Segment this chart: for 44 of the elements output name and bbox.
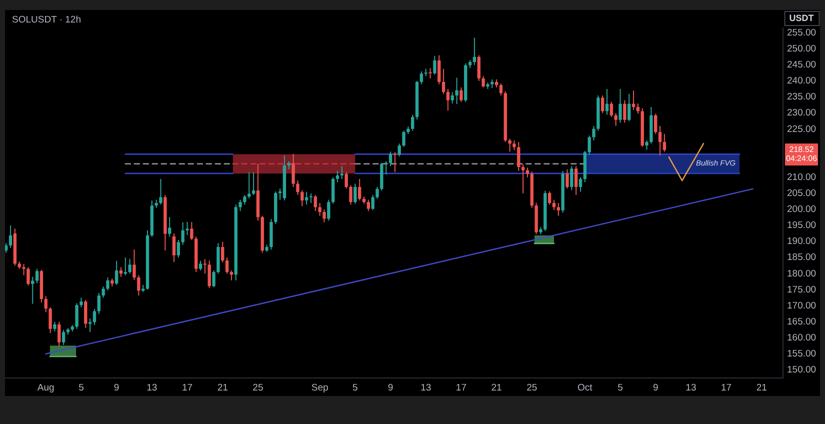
x-tick-label: 17 [182,382,193,394]
y-axis-title: USDT [789,12,814,23]
y-tick-label: 170.00 [787,300,816,312]
x-tick-label: 25 [252,382,264,394]
y-tick-label: 235.00 [787,92,816,103]
x-tick-label: Aug [37,382,54,394]
x-tick-label: 21 [217,382,228,394]
x-tick-label: 9 [652,382,658,394]
x-tick-label: 9 [388,382,394,394]
x-tick-label: 21 [756,382,767,394]
x-tick-label: Oct [578,382,593,394]
x-tick-label: 5 [618,382,623,394]
text: 04:24:06 [786,154,818,164]
x-tick-label: 17 [456,382,466,394]
x-tick-label: 21 [491,382,502,394]
x-tick-label: 13 [686,382,696,394]
y-tick-label: 150.00 [787,364,816,376]
chart-title: SOLUSDT · 12h [12,14,81,26]
y-tick-label: 245.00 [787,60,816,71]
y-tick-label: 175.00 [787,284,816,296]
x-tick-label: Sep [311,382,328,394]
text: 218.52 [789,145,814,154]
y-tick-label: 185.00 [787,252,816,264]
y-tick-label: 180.00 [787,268,816,280]
y-tick-label: 255.00 [787,27,816,38]
x-tick-label: 25 [526,382,538,394]
x-tick-label: 13 [420,382,432,394]
y-tick-label: 240.00 [787,76,816,87]
x-tick-label: 5 [78,382,84,394]
y-tick-label: 205.00 [787,188,816,199]
y-tick-label: 225.00 [787,124,816,135]
y-tick-label: 195.00 [787,220,816,232]
x-tick-label: 13 [146,382,158,394]
y-tick-label: 210.00 [787,172,816,183]
y-tick-label: 165.00 [787,316,816,328]
x-tick-label: 5 [352,382,358,394]
y-tick-label: 160.00 [787,332,816,344]
y-tick-label: 155.00 [787,348,816,360]
y-tick-label: 200.00 [787,204,816,216]
y-tick-label: 190.00 [787,236,816,248]
x-tick-label: 9 [114,382,120,394]
y-tick-label: 230.00 [787,108,816,119]
y-tick-label: 250.00 [787,43,816,54]
x-tick-label: 17 [721,382,732,394]
